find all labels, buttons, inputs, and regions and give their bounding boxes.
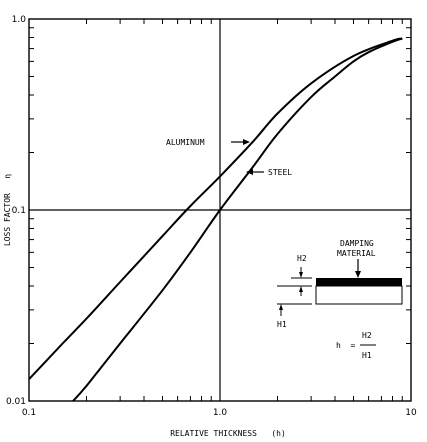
y-tick-label-0: 0.01: [6, 397, 26, 407]
formula-denominator: H1: [362, 351, 372, 360]
h2-arrow-head: [299, 272, 303, 278]
base-plate: [315, 285, 403, 305]
h2-arrow-head-low: [299, 286, 303, 292]
arrow-head-damping: [355, 271, 361, 278]
arrow-head-aluminum: [243, 139, 250, 145]
damping-layer: [316, 278, 402, 286]
series-line-steel: [72, 37, 403, 402]
x-tick-label-2: 10: [405, 408, 417, 418]
x-tick-label-0: 0.1: [22, 408, 36, 418]
series-line-aluminum: [28, 37, 403, 380]
label-material: MATERIAL: [337, 249, 376, 258]
label-aluminum: ALUMINUM: [166, 138, 205, 147]
x-axis-label: RELATIVE THICKNESS (h): [170, 429, 286, 438]
axis-ticks: [29, 19, 411, 401]
y-tick-label-2: 1.0: [12, 15, 27, 25]
h1-arrow-head: [279, 304, 283, 310]
formula-numerator: H2: [362, 331, 372, 340]
label-h1: H1: [277, 320, 287, 329]
label-h2: H2: [297, 254, 307, 263]
x-tick-label-1: 1.0: [213, 408, 228, 418]
y-axis-label: LOSS FACTOR η: [3, 174, 12, 246]
formula-lhs: h =: [336, 341, 355, 350]
label-steel: STEEL: [268, 168, 292, 177]
arrow-head-steel: [246, 169, 253, 175]
label-damping: DAMPING: [340, 239, 374, 248]
inset-diagram: DAMPING MATERIAL H2 H1 h = H2 H1: [277, 239, 403, 360]
y-tick-label-1: 0.1: [12, 206, 26, 216]
